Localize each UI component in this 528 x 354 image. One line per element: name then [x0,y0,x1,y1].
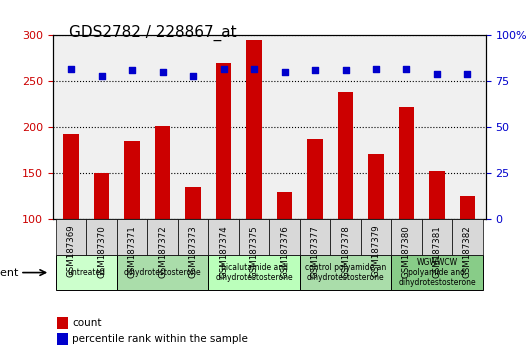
Point [250,66,258,72]
Bar [399,107,414,312]
Text: GSM187382: GSM187382 [463,225,472,278]
Text: percentile rank within the sample: percentile rank within the sample [72,334,248,344]
Bar [460,195,475,312]
FancyBboxPatch shape [391,255,483,290]
Bar [57,317,68,329]
Text: GSM187371: GSM187371 [128,225,137,278]
FancyBboxPatch shape [117,219,147,255]
Bar [125,141,140,312]
FancyBboxPatch shape [56,255,117,290]
Text: bicalutamide and
dihydrotestosterone: bicalutamide and dihydrotestosterone [215,263,293,282]
Bar [94,172,109,312]
FancyBboxPatch shape [391,219,422,255]
Text: GSM187372: GSM187372 [158,225,167,278]
Text: GSM187374: GSM187374 [219,225,228,278]
FancyBboxPatch shape [209,255,300,290]
Point [372,66,380,72]
FancyBboxPatch shape [239,219,269,255]
Text: GSM187376: GSM187376 [280,225,289,278]
Point [402,66,411,72]
Point [433,71,441,77]
Point [97,73,106,79]
Text: GSM187369: GSM187369 [67,225,76,278]
Text: agent: agent [0,268,18,278]
Text: GSM187379: GSM187379 [372,225,381,278]
FancyBboxPatch shape [178,219,209,255]
Text: GDS2782 / 228867_at: GDS2782 / 228867_at [69,25,236,41]
Text: count: count [72,318,102,328]
Bar [216,63,231,312]
Point [341,68,350,73]
Text: control polyamide an
dihydrotestosterone: control polyamide an dihydrotestosterone [305,263,386,282]
Point [128,68,136,73]
FancyBboxPatch shape [147,219,178,255]
Text: untreated: untreated [68,268,106,277]
FancyBboxPatch shape [56,219,87,255]
FancyBboxPatch shape [300,219,330,255]
Bar [155,126,170,312]
Point [67,66,76,72]
Text: GSM187381: GSM187381 [432,225,441,278]
Text: GSM187377: GSM187377 [310,225,319,278]
Bar [429,171,445,312]
Bar [307,139,323,312]
Bar [338,92,353,312]
FancyBboxPatch shape [117,255,209,290]
Bar [247,40,262,312]
Point [219,66,228,72]
Point [463,71,472,77]
Bar [185,187,201,312]
Text: GSM187373: GSM187373 [188,225,197,278]
Point [189,73,197,79]
Text: dihydrotestosterone: dihydrotestosterone [124,268,201,277]
FancyBboxPatch shape [452,219,483,255]
FancyBboxPatch shape [87,219,117,255]
FancyBboxPatch shape [422,219,452,255]
FancyBboxPatch shape [361,219,391,255]
Text: GSM187380: GSM187380 [402,225,411,278]
Bar [57,333,68,345]
Bar [277,192,292,312]
Text: WGWWCW
polyamide and
dihydrotestosterone: WGWWCW polyamide and dihydrotestosterone [398,258,476,287]
Text: GSM187370: GSM187370 [97,225,106,278]
Point [280,69,289,75]
Text: GSM187375: GSM187375 [250,225,259,278]
Bar [369,154,384,312]
Bar [63,134,79,312]
FancyBboxPatch shape [209,219,239,255]
Text: GSM187378: GSM187378 [341,225,350,278]
Point [158,69,167,75]
FancyBboxPatch shape [330,219,361,255]
FancyBboxPatch shape [269,219,300,255]
Point [311,68,319,73]
FancyBboxPatch shape [300,255,391,290]
